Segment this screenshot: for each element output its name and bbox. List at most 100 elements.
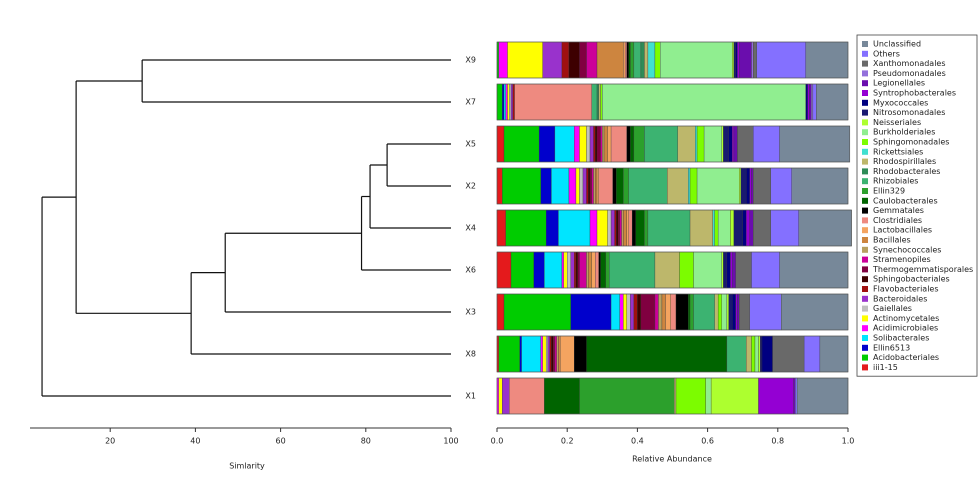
bar-segment bbox=[579, 167, 584, 205]
bar-segment bbox=[589, 167, 592, 205]
x-tick-label: 20 bbox=[105, 437, 115, 446]
legend-swatch bbox=[862, 364, 868, 371]
legend-swatch bbox=[862, 99, 868, 106]
bar-segment bbox=[496, 83, 503, 121]
row-label: X7 bbox=[465, 98, 476, 107]
bar-segment bbox=[554, 125, 575, 163]
bar-segment bbox=[503, 125, 540, 163]
bar-segment bbox=[626, 209, 629, 247]
bar-segment bbox=[770, 167, 792, 205]
bar-segment bbox=[726, 251, 731, 289]
bar-segment bbox=[809, 83, 812, 121]
bar-segment bbox=[695, 125, 698, 163]
x-tick-label: 100 bbox=[443, 437, 458, 446]
bar-segment bbox=[732, 251, 736, 289]
legend-swatch bbox=[862, 139, 868, 145]
legend-label: Neisseriales bbox=[873, 118, 921, 127]
bar-segment bbox=[574, 335, 587, 373]
bar-segment bbox=[610, 293, 621, 331]
bar-segment bbox=[538, 125, 556, 163]
bar-segment bbox=[512, 83, 515, 121]
bar-segment bbox=[644, 209, 649, 247]
bar-segment bbox=[693, 293, 715, 331]
bar-segment bbox=[803, 335, 821, 373]
legend-label: Synechococcales bbox=[873, 245, 941, 254]
bar-segment bbox=[735, 41, 738, 79]
bar-segment bbox=[753, 209, 771, 247]
bar-segment bbox=[791, 167, 849, 205]
bar-segment bbox=[598, 83, 601, 121]
bar-segment bbox=[612, 167, 617, 205]
legend-label: Ellin6513 bbox=[873, 343, 910, 352]
legend-label: Pseudomonadales bbox=[873, 69, 946, 78]
bar-segment bbox=[498, 335, 520, 373]
bar-segment bbox=[781, 293, 849, 331]
legend-swatch bbox=[862, 315, 868, 322]
bar-segment bbox=[746, 167, 750, 205]
legend-swatch bbox=[862, 295, 868, 302]
bar-segment bbox=[628, 41, 631, 79]
bar-segment bbox=[496, 125, 505, 163]
bar-segment bbox=[558, 209, 591, 247]
bar-outline bbox=[496, 335, 849, 373]
bar-segment bbox=[675, 377, 706, 415]
bar-segment bbox=[647, 209, 691, 247]
bar-segment bbox=[721, 251, 724, 289]
bar-segment bbox=[749, 167, 752, 205]
legend-label: Bacillales bbox=[873, 236, 911, 245]
bar-segment bbox=[505, 209, 547, 247]
bar-segment bbox=[753, 167, 771, 205]
bar-segment bbox=[779, 125, 850, 163]
bar-segment bbox=[654, 251, 680, 289]
bar-segment bbox=[717, 209, 731, 247]
bar-segment bbox=[593, 125, 596, 163]
legend-swatch bbox=[862, 207, 868, 214]
bar-segment bbox=[616, 209, 619, 247]
bar-segment bbox=[733, 125, 738, 163]
bar-segment bbox=[677, 125, 696, 163]
bar-segment bbox=[540, 335, 543, 373]
bar-segment bbox=[660, 41, 733, 79]
bar-segment bbox=[600, 83, 603, 121]
bar-outline bbox=[496, 167, 849, 205]
bar-segment bbox=[689, 209, 714, 247]
bar-segment bbox=[603, 125, 608, 163]
legend-label: Flavobacteriales bbox=[873, 285, 939, 294]
bar-segment bbox=[626, 293, 631, 331]
bar-segment bbox=[574, 251, 577, 289]
bar-segment bbox=[739, 167, 742, 205]
bar-outline bbox=[496, 125, 851, 163]
legend-swatch bbox=[862, 335, 868, 341]
legend-swatch bbox=[862, 90, 868, 96]
bar-segment bbox=[570, 293, 612, 331]
bar-segment bbox=[670, 293, 677, 331]
legend-label: Rickettsiales bbox=[873, 147, 923, 156]
row-label: X9 bbox=[465, 56, 476, 65]
bar-segment bbox=[626, 41, 629, 79]
bar-segment bbox=[616, 167, 624, 205]
bar-segment bbox=[793, 377, 796, 415]
bar-segment bbox=[595, 125, 598, 163]
bar-segment bbox=[507, 83, 510, 121]
bar-outline bbox=[496, 83, 849, 121]
bar-segment bbox=[596, 209, 608, 247]
legend-swatch bbox=[862, 237, 868, 243]
bar-segment bbox=[746, 209, 750, 247]
legend-swatch bbox=[862, 80, 868, 87]
bar-segment bbox=[756, 41, 807, 79]
bar-segment bbox=[721, 293, 728, 331]
bar-segment bbox=[624, 41, 628, 79]
bar-segment bbox=[623, 209, 628, 247]
legend-label: Sphingomonadales bbox=[873, 138, 949, 147]
legend-swatch bbox=[862, 286, 868, 292]
bar-segment bbox=[561, 41, 570, 79]
legend-label: Gemmatales bbox=[873, 206, 924, 215]
bar-segment bbox=[540, 167, 552, 205]
legend-swatch bbox=[862, 168, 868, 175]
row-label: X6 bbox=[465, 266, 476, 275]
bar-segment bbox=[502, 167, 542, 205]
bar-segment bbox=[772, 335, 805, 373]
bar-segment bbox=[596, 125, 601, 163]
bar-segment bbox=[589, 209, 598, 247]
legend-label: Unclassified bbox=[873, 40, 921, 49]
